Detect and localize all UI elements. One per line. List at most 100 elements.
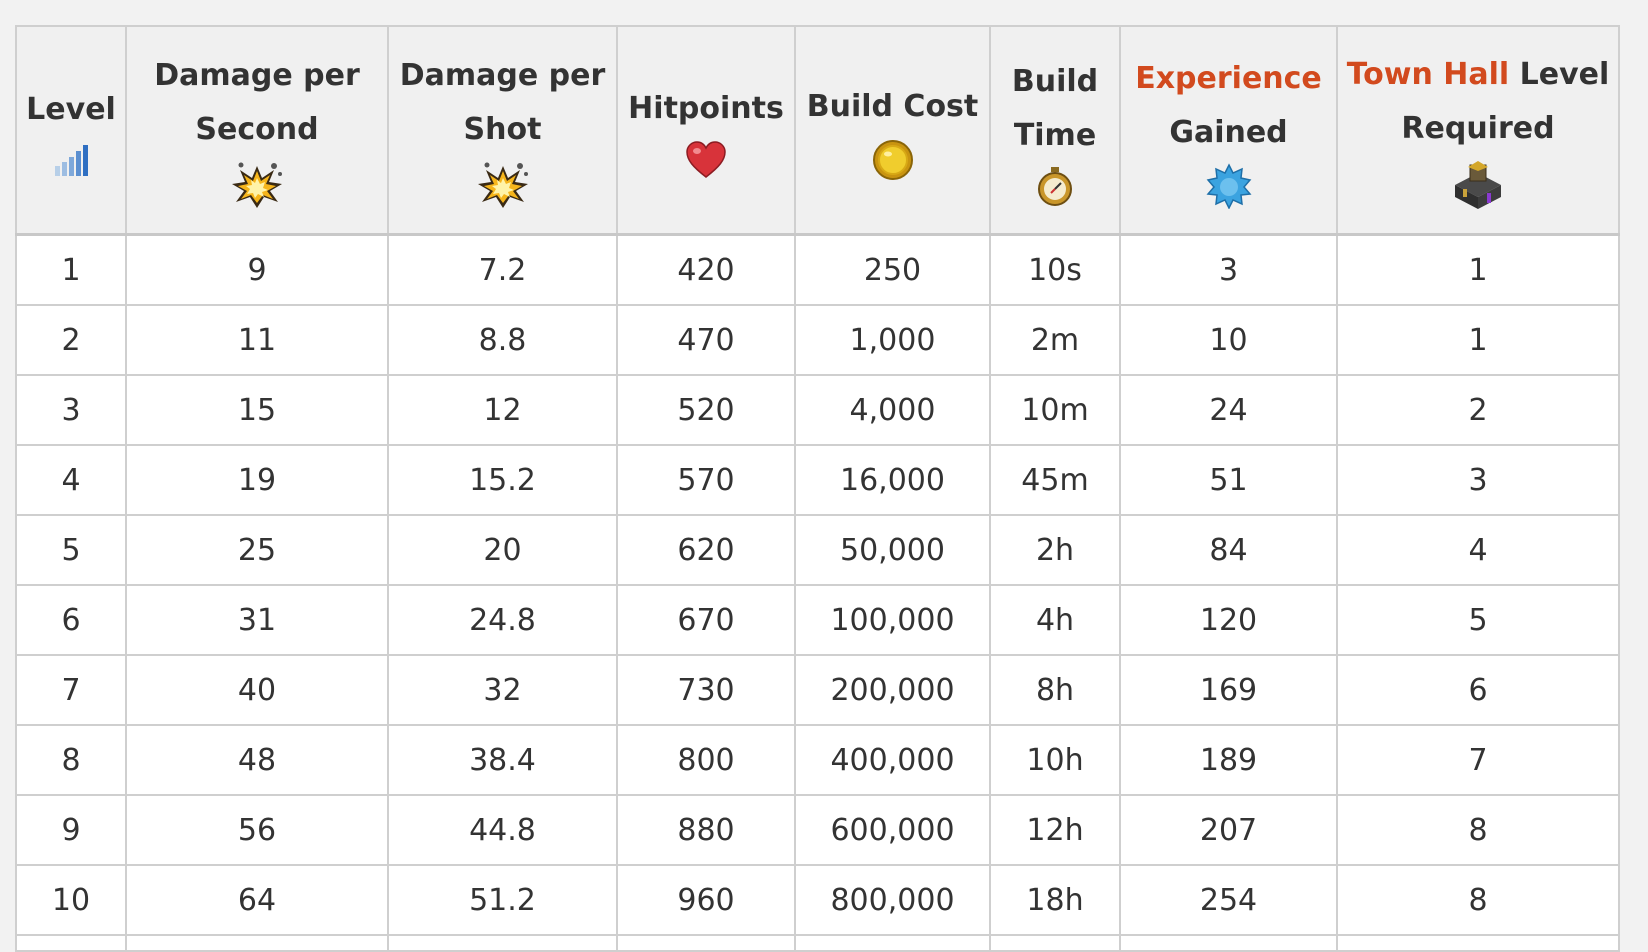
header-build-time-line2: Time xyxy=(1013,118,1097,153)
header-xp-line2: Gained xyxy=(1169,115,1288,150)
cell-level: 7 xyxy=(15,654,127,726)
header-build-cost[interactable]: Build Cost xyxy=(794,25,991,236)
cell-hitpoints: 520 xyxy=(616,374,796,446)
town-hall-icon xyxy=(1455,161,1501,209)
header-row: Level Damage per Second xyxy=(15,25,1620,236)
table-body: 1 9 7.2 420 250 10s 3 1 2 11 8.8 470 1,000 2m 10 1 3 15 12… xyxy=(15,233,1620,952)
cell-damage-per-shot: 12 xyxy=(387,374,618,446)
cell-partial xyxy=(794,934,991,952)
cell-town-hall-level: 7 xyxy=(1336,724,1620,796)
cell-town-hall-level: 4 xyxy=(1336,514,1620,586)
cell-damage-per-second: 64 xyxy=(125,864,389,936)
header-hitpoints[interactable]: Hitpoints xyxy=(616,25,796,236)
cell-experience-gained: 10 xyxy=(1119,304,1338,376)
cell-build-time: 12h xyxy=(989,794,1121,866)
cell-town-hall-level: 6 xyxy=(1336,654,1620,726)
town-hall-link[interactable]: Town Hall xyxy=(1346,57,1510,92)
cell-partial xyxy=(15,934,127,952)
cell-damage-per-shot: 7.2 xyxy=(387,233,618,306)
table-row: 8 48 38.4 800 400,000 10h 189 7 xyxy=(15,724,1620,796)
cell-hitpoints: 570 xyxy=(616,444,796,516)
cell-build-cost: 800,000 xyxy=(794,864,991,936)
cell-damage-per-second: 40 xyxy=(125,654,389,726)
cell-partial xyxy=(989,934,1121,952)
stats-table-container: Level Damage per Second xyxy=(15,25,1620,952)
cell-hitpoints: 960 xyxy=(616,864,796,936)
table-row: 7 40 32 730 200,000 8h 169 6 xyxy=(15,654,1620,726)
header-damage-per-second[interactable]: Damage per Second xyxy=(125,25,389,236)
header-dps-line1: Damage per xyxy=(154,58,360,93)
header-dpshot-line2: Shot xyxy=(463,112,542,147)
cell-level: 5 xyxy=(15,514,127,586)
cell-partial xyxy=(125,934,389,952)
cell-damage-per-shot: 20 xyxy=(387,514,618,586)
header-town-hall-level-required[interactable]: Town Hall Level Required xyxy=(1336,25,1620,236)
cell-experience-gained: 254 xyxy=(1119,864,1338,936)
gold-coin-icon xyxy=(872,140,913,180)
cell-build-cost: 1,000 xyxy=(794,304,991,376)
cell-experience-gained: 24 xyxy=(1119,374,1338,446)
cell-damage-per-shot: 44.8 xyxy=(387,794,618,866)
cell-build-time: 45m xyxy=(989,444,1121,516)
cell-damage-per-second: 9 xyxy=(125,233,389,306)
cell-town-hall-level: 5 xyxy=(1336,584,1620,656)
cell-town-hall-level: 1 xyxy=(1336,233,1620,306)
cell-town-hall-level: 8 xyxy=(1336,794,1620,866)
cell-damage-per-second: 19 xyxy=(125,444,389,516)
cell-damage-per-shot: 24.8 xyxy=(387,584,618,656)
cell-damage-per-second: 31 xyxy=(125,584,389,656)
header-dpshot-line1: Damage per xyxy=(399,58,606,93)
cell-hitpoints: 470 xyxy=(616,304,796,376)
header-build-cost-label: Build Cost xyxy=(806,89,979,124)
cell-build-time: 10h xyxy=(989,724,1121,796)
cell-hitpoints: 620 xyxy=(616,514,796,586)
cell-town-hall-level: 2 xyxy=(1336,374,1620,446)
cell-damage-per-second: 25 xyxy=(125,514,389,586)
header-th-line2: Required xyxy=(1401,111,1555,146)
header-th-rest: Level xyxy=(1509,57,1610,92)
cell-damage-per-second: 15 xyxy=(125,374,389,446)
cell-experience-gained: 169 xyxy=(1119,654,1338,726)
cell-experience-gained: 207 xyxy=(1119,794,1338,866)
explosion-icon xyxy=(232,162,282,208)
cell-level: 3 xyxy=(15,374,127,446)
cell-level: 8 xyxy=(15,724,127,796)
cell-damage-per-second: 48 xyxy=(125,724,389,796)
cell-build-cost: 200,000 xyxy=(794,654,991,726)
cell-build-cost: 16,000 xyxy=(794,444,991,516)
header-damage-per-shot[interactable]: Damage per Shot xyxy=(387,25,618,236)
cell-hitpoints: 730 xyxy=(616,654,796,726)
header-level[interactable]: Level xyxy=(15,25,127,236)
header-build-time[interactable]: Build Time xyxy=(989,25,1121,236)
table-row: 2 11 8.8 470 1,000 2m 10 1 xyxy=(15,304,1620,376)
explosion-icon xyxy=(477,162,528,208)
header-xp-line1: Experience xyxy=(1121,51,1336,107)
cell-build-cost: 100,000 xyxy=(794,584,991,656)
cell-experience-gained: 84 xyxy=(1119,514,1338,586)
table-row: 3 15 12 520 4,000 10m 24 2 xyxy=(15,374,1620,446)
cell-experience-gained: 51 xyxy=(1119,444,1338,516)
cell-build-time: 18h xyxy=(989,864,1121,936)
cell-damage-per-second: 11 xyxy=(125,304,389,376)
cell-hitpoints: 800 xyxy=(616,724,796,796)
cell-build-cost: 50,000 xyxy=(794,514,991,586)
cell-build-cost: 250 xyxy=(794,233,991,306)
cell-partial xyxy=(1336,934,1620,952)
cell-damage-per-shot: 32 xyxy=(387,654,618,726)
stopwatch-icon xyxy=(1038,167,1072,206)
cell-town-hall-level: 1 xyxy=(1336,304,1620,376)
header-experience-gained[interactable]: Experience Gained xyxy=(1119,25,1338,236)
cell-damage-per-second: 56 xyxy=(125,794,389,866)
cell-level: 4 xyxy=(15,444,127,516)
experience-star-icon xyxy=(1206,163,1251,209)
experience-link[interactable]: Experience xyxy=(1135,61,1322,96)
table-row: 5 25 20 620 50,000 2h 84 4 xyxy=(15,514,1620,586)
level-bars-icon xyxy=(55,145,88,176)
cell-hitpoints: 420 xyxy=(616,233,796,306)
cell-build-cost: 400,000 xyxy=(794,724,991,796)
cell-experience-gained: 3 xyxy=(1119,233,1338,306)
cell-build-time: 2h xyxy=(989,514,1121,586)
table-row-partial xyxy=(15,934,1620,952)
header-hitpoints-label: Hitpoints xyxy=(628,91,784,126)
cell-build-time: 10s xyxy=(989,233,1121,306)
